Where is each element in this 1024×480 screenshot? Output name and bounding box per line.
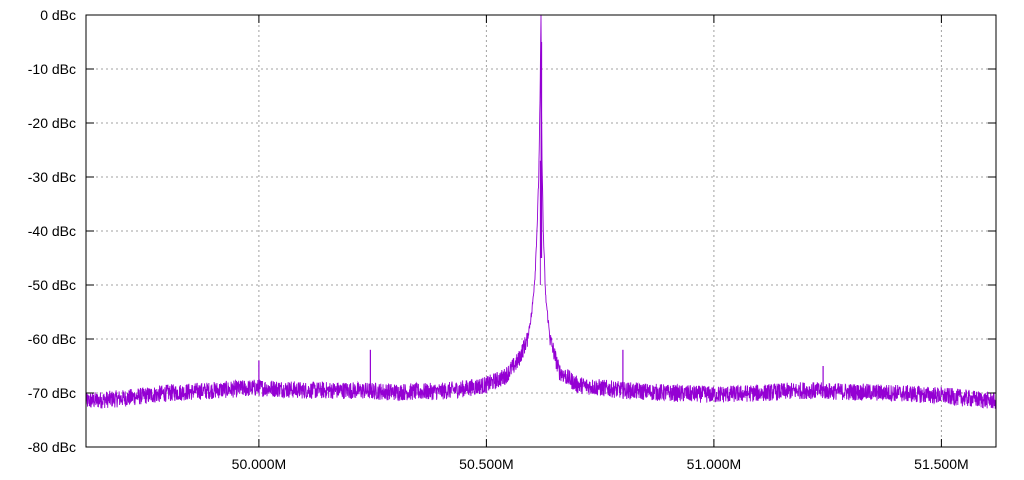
y-tick-label: -30 dBc: [28, 169, 76, 185]
y-tick-label: -40 dBc: [28, 223, 76, 239]
y-axis-labels: 0 dBc -10 dBc -20 dBc -30 dBc -40 dBc -50 dBc…: [28, 7, 76, 455]
spectrum-series-line: [85, 14, 997, 409]
y-tick-label: -50 dBc: [28, 277, 76, 293]
x-tick-label: 51.000M: [687, 456, 741, 472]
tick-marks: [86, 14, 996, 448]
y-tick-label: -10 dBc: [28, 61, 76, 77]
y-tick-label: -70 dBc: [28, 385, 76, 401]
x-tick-label: 50.000M: [232, 456, 286, 472]
y-tick-label: -20 dBc: [28, 115, 76, 131]
y-tick-label: 0 dBc: [40, 7, 76, 23]
y-tick-label: -80 dBc: [28, 439, 76, 455]
x-tick-label: 51.500M: [914, 456, 968, 472]
plot-area: [85, 14, 997, 409]
x-axis-labels: 50.000M 50.500M 51.000M 51.500M: [232, 456, 969, 472]
x-tick-label: 50.500M: [459, 456, 513, 472]
y-tick-label: -60 dBc: [28, 331, 76, 347]
